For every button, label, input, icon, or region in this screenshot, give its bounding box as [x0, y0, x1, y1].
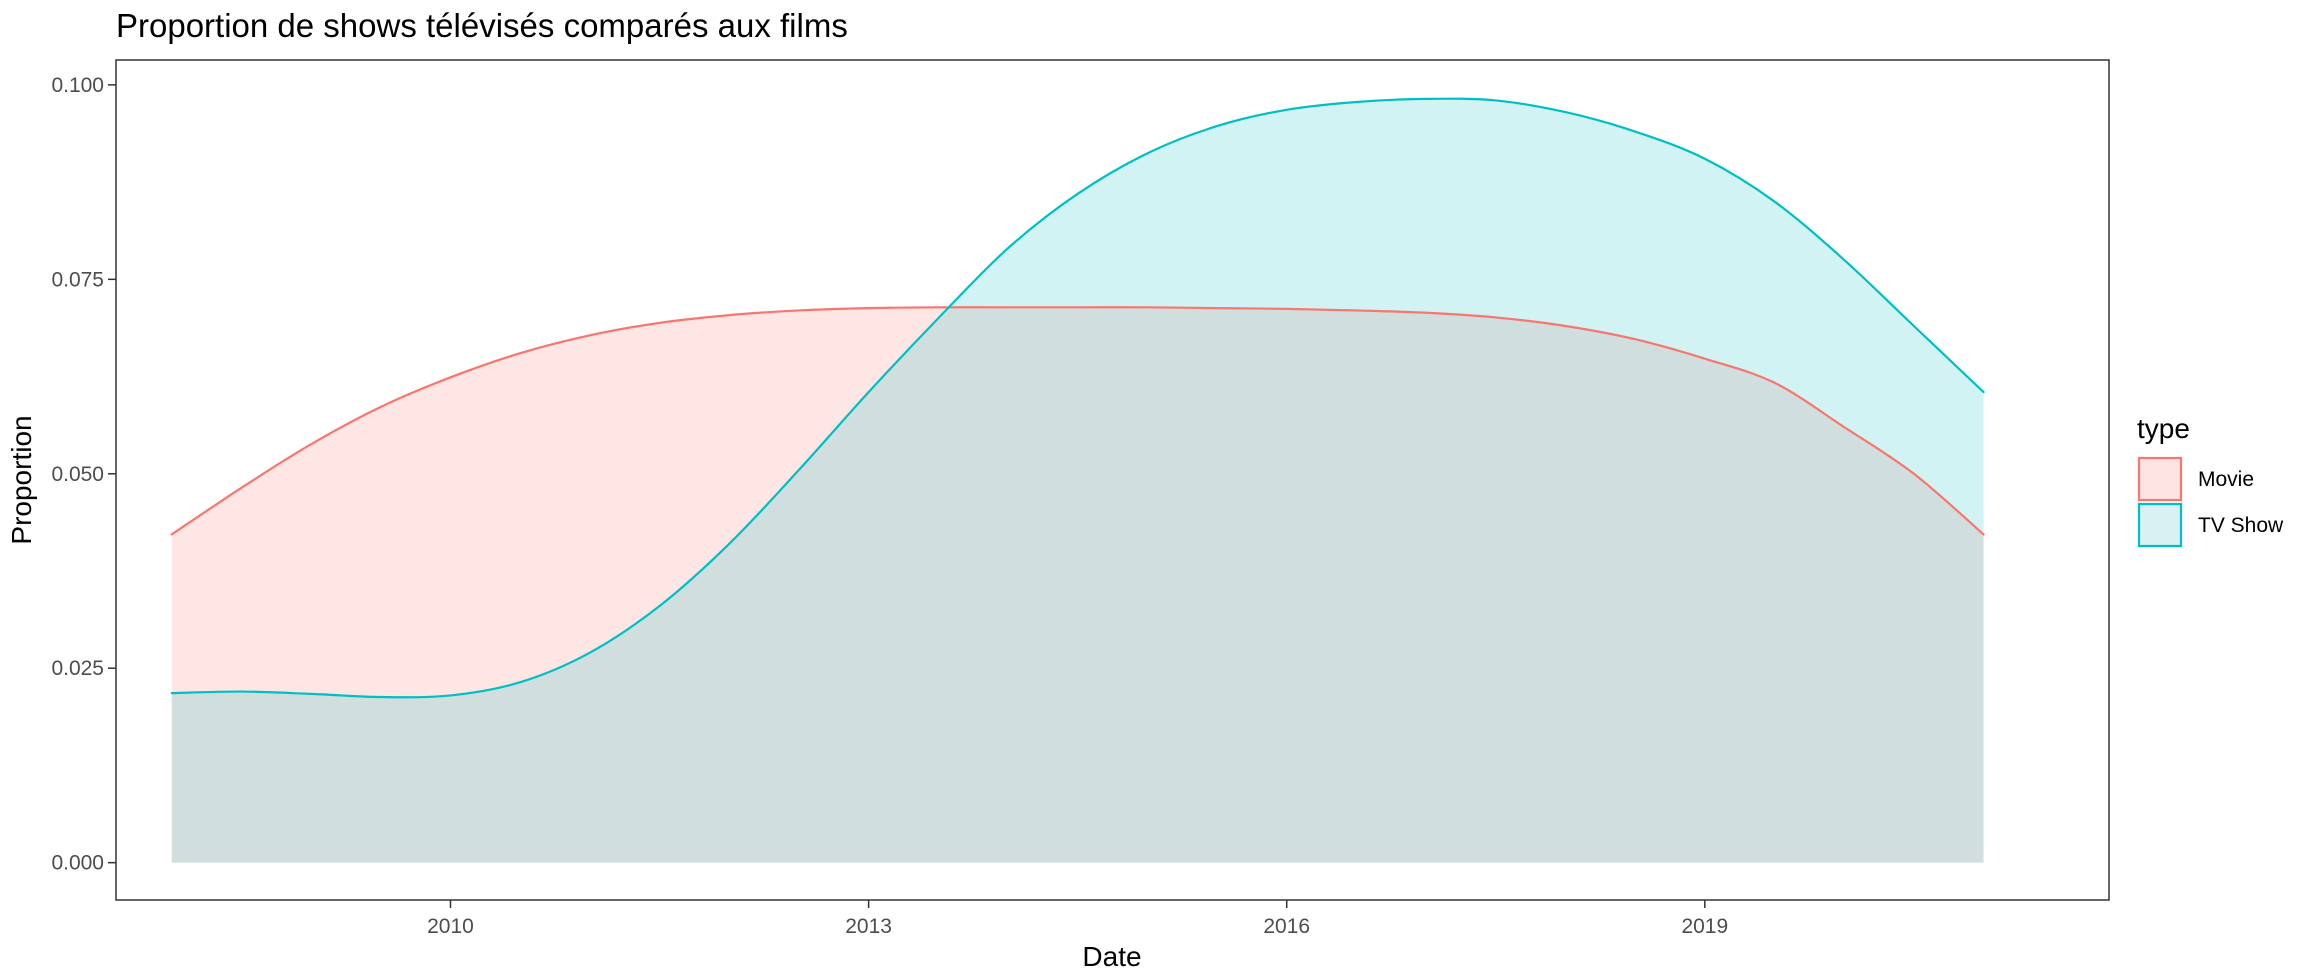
- x-axis-title: Date: [1082, 941, 1141, 972]
- legend: type Movie TV Show: [2137, 413, 2284, 548]
- y-axis-title: Proportion: [6, 415, 37, 544]
- x-tick-label: 2010: [427, 915, 474, 938]
- y-tick-label: 0.000: [51, 852, 104, 875]
- legend-key-tv-show: [2137, 502, 2183, 548]
- legend-items: Movie TV Show: [2137, 456, 2284, 548]
- x-tick-label: 2013: [845, 915, 892, 938]
- area-layer: [171, 98, 1984, 863]
- legend-label-movie: Movie: [2198, 468, 2254, 491]
- area-tv-show: [171, 98, 1984, 863]
- series-line-movie: [170, 306, 1985, 536]
- y-tick-label: 0.050: [51, 463, 104, 486]
- legend-label-tv-show: TV Show: [2198, 514, 2284, 537]
- series-line-tv-show: [170, 97, 1985, 699]
- y-axis: 0.000 0.025 0.050 0.075 0.100: [51, 74, 116, 875]
- chart-title: Proportion de shows télévisés comparés a…: [116, 7, 848, 44]
- legend-title: type: [2137, 413, 2190, 444]
- plot-border: [115, 59, 2110, 901]
- legend-key-movie: [2137, 456, 2183, 502]
- x-tick-label: 2016: [1263, 915, 1310, 938]
- line-layer: [170, 97, 1985, 699]
- y-tick-label: 0.025: [51, 657, 104, 680]
- x-axis: 2010 2013 2016 2019: [427, 900, 1728, 938]
- y-tick-label: 0.075: [51, 268, 104, 291]
- plot-panel: [116, 60, 2109, 900]
- y-tick-label: 0.100: [51, 74, 104, 97]
- area-movie: [171, 307, 1984, 863]
- x-tick-label: 2019: [1681, 915, 1728, 938]
